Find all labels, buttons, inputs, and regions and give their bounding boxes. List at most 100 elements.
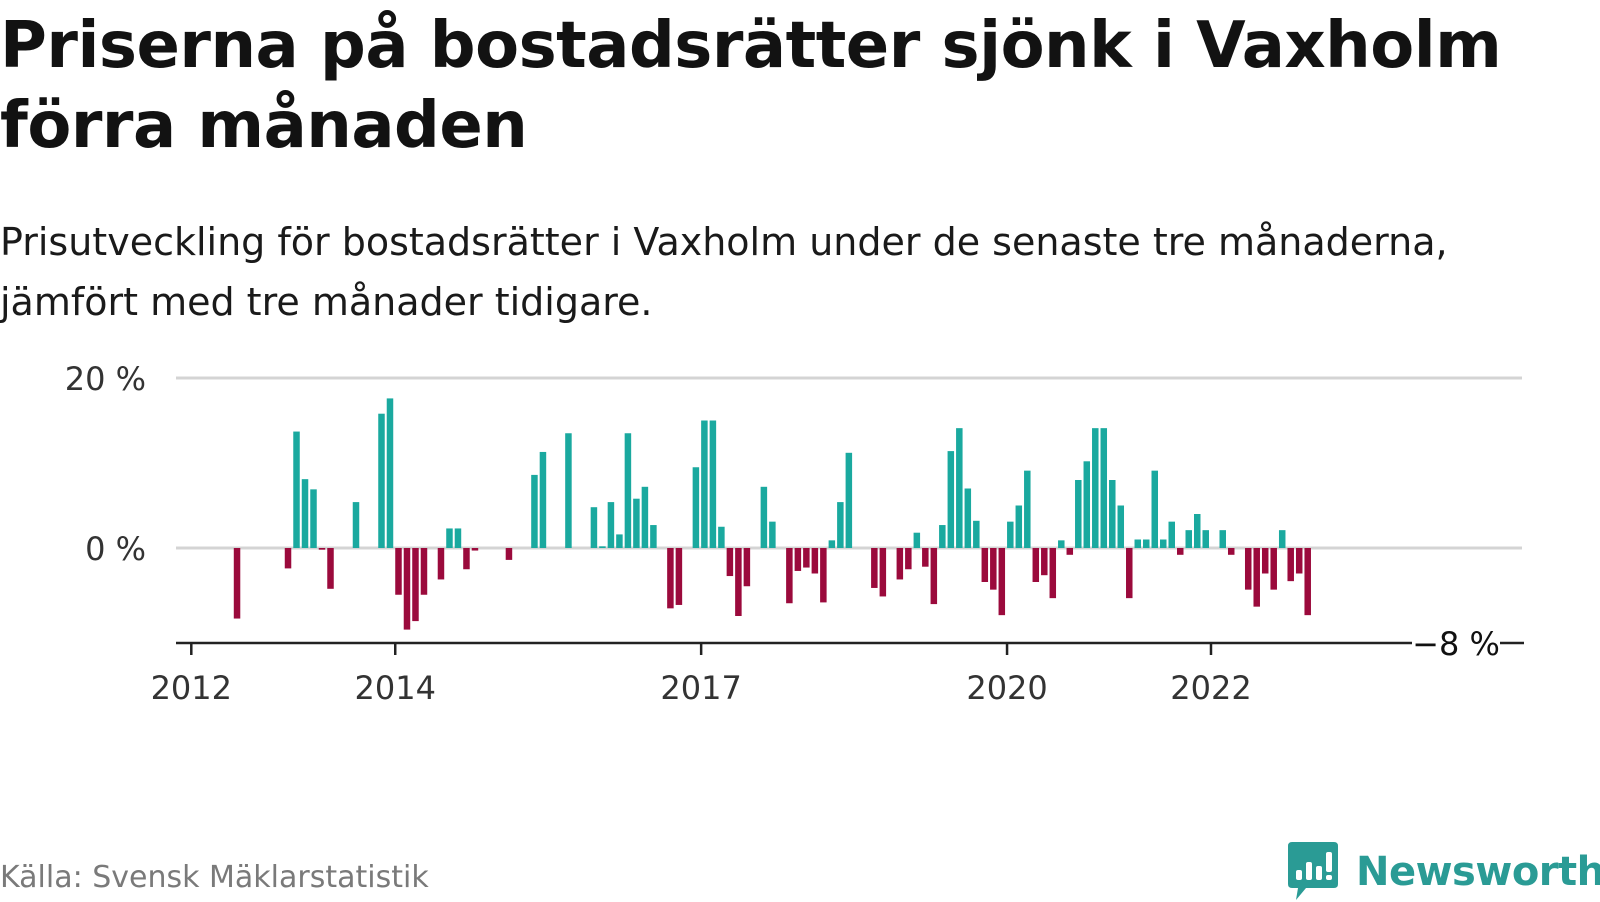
bar-2016-09	[667, 548, 674, 609]
bar-2012-06	[233, 548, 241, 619]
bar-2014-03	[412, 548, 419, 622]
bar-2019-03	[922, 548, 929, 567]
bar-2016-07	[650, 525, 657, 548]
bar-2017-04	[726, 548, 734, 577]
bar-2020-03	[1024, 470, 1031, 548]
bar-2015-09	[565, 433, 572, 548]
bar-2019-08	[964, 488, 972, 548]
bar-2020-04	[1032, 548, 1040, 582]
bar-2016-01	[599, 546, 606, 548]
bar-2015-06	[539, 451, 547, 548]
bar-2021-05	[1143, 539, 1150, 548]
bar-2015-02	[505, 548, 513, 560]
bar-2017-03	[718, 526, 725, 548]
bar-2019-04	[930, 548, 938, 605]
bar-2016-06	[641, 486, 649, 548]
bar-2018-06	[845, 452, 853, 548]
bar-2015-05	[531, 474, 538, 548]
bar-2014-04	[420, 548, 428, 595]
latest-value-label: −8 %	[1412, 625, 1500, 663]
bar-2020-05	[1041, 548, 1048, 576]
bar-2017-12	[794, 548, 802, 571]
bar-2017-08	[760, 486, 768, 548]
bar-2017-02	[709, 420, 717, 548]
bar-2019-01	[905, 548, 912, 570]
bar-2018-03	[820, 548, 827, 603]
bar-2014-08	[454, 528, 462, 548]
bar-2014-09	[463, 548, 470, 570]
bar-2016-05	[633, 498, 640, 548]
newsworthy-logo-icon	[1288, 842, 1338, 900]
bar-2013-04	[318, 548, 326, 550]
bar-2018-04	[828, 540, 836, 548]
bar-2020-02	[1015, 505, 1023, 548]
bar-2016-03	[616, 534, 623, 548]
bar-2021-04	[1134, 539, 1142, 548]
bar-2013-02	[301, 479, 309, 548]
bar-2020-09	[1075, 480, 1082, 548]
bar-2020-06	[1049, 548, 1057, 599]
bar-2020-01	[1007, 521, 1014, 548]
x-tick-label: 2012	[151, 669, 232, 707]
bar-2022-03	[1227, 548, 1235, 555]
bar-2017-01	[701, 420, 708, 548]
bar-2021-02	[1117, 505, 1125, 548]
x-axis	[176, 641, 1524, 655]
bar-2021-08	[1168, 521, 1176, 548]
bar-2013-08	[352, 502, 360, 548]
bar-2022-02	[1219, 530, 1226, 548]
bar-2016-10	[675, 548, 683, 605]
bar-2013-11	[378, 413, 385, 548]
bar-2017-09	[769, 521, 776, 548]
newsworthy-logo: Newsworthy	[1288, 842, 1600, 902]
bar-2015-12	[590, 507, 598, 548]
bar-2019-11	[990, 548, 997, 590]
source-note: Källa: Svensk Mäklarstatistik	[0, 860, 429, 895]
bar-2022-05	[1244, 548, 1252, 590]
chart-subtitle: Prisutveckling för bostadsrätter i Vaxho…	[0, 220, 1448, 324]
brand-name: Newsworthy	[1356, 849, 1600, 895]
bar-2018-12	[896, 548, 904, 580]
bar-2022-06	[1253, 548, 1260, 607]
bar-2022-09	[1278, 530, 1286, 548]
y-tick-label: 20 %	[65, 360, 146, 398]
bar-2014-07	[446, 528, 453, 548]
bar-2022-11	[1295, 548, 1303, 574]
bar-2017-05	[735, 548, 742, 616]
bar-2019-05	[939, 525, 946, 548]
bar-2016-02	[607, 502, 615, 548]
bar-2012-12	[284, 548, 292, 569]
bar-2019-07	[956, 428, 963, 548]
bar-chart: 20 % 0 % 2012 2014 2017 2020 2022 −8 %	[65, 360, 1524, 707]
bar-2014-02	[403, 548, 411, 630]
bar-2019-06	[947, 451, 955, 548]
bar-2021-07	[1160, 539, 1167, 548]
bar-2014-06	[437, 548, 445, 580]
bar-2020-07	[1058, 540, 1065, 548]
bar-2016-12	[692, 467, 700, 548]
bar-2013-12	[386, 398, 394, 548]
bar-2022-10	[1287, 548, 1294, 582]
bar-2020-10	[1083, 461, 1091, 548]
bar-2016-04	[624, 433, 632, 548]
bar-2018-10	[879, 548, 887, 597]
bar-2021-03	[1126, 548, 1133, 599]
bar-2022-08	[1270, 548, 1277, 590]
bar-2018-05	[837, 502, 844, 548]
bar-2022-07	[1261, 548, 1269, 574]
bar-2014-01	[395, 548, 402, 595]
bar-2021-06	[1151, 470, 1159, 548]
bar-2014-10	[471, 548, 479, 551]
bar-2018-01	[803, 548, 810, 568]
bar-2013-01	[293, 431, 300, 548]
bar-2019-12	[998, 548, 1006, 616]
bar-2019-10	[981, 548, 989, 582]
bar-2020-08	[1066, 548, 1074, 555]
x-tick-label: 2020	[966, 669, 1047, 707]
axis-labels: 20 % 0 % 2012 2014 2017 2020 2022 −8 %	[65, 360, 1500, 707]
bar-2021-12	[1202, 530, 1209, 548]
bar-2020-11	[1092, 428, 1099, 548]
bar-2018-09	[871, 548, 878, 588]
bar-2013-03	[310, 489, 317, 548]
bar-2013-05	[327, 548, 334, 589]
